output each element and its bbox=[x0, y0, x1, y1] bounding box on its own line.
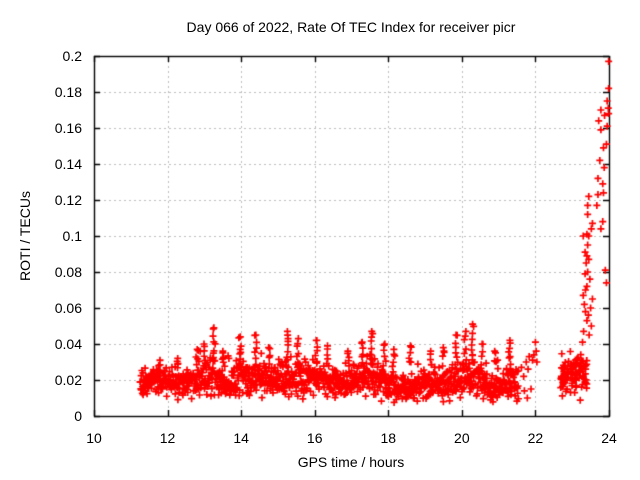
y-tick-label: 0.08 bbox=[54, 264, 82, 280]
y-tick-label: 0.02 bbox=[54, 372, 82, 388]
x-tick-label: 22 bbox=[527, 430, 544, 446]
x-tick-label: 10 bbox=[86, 430, 102, 446]
y-tick-label: 0.16 bbox=[54, 120, 82, 136]
y-tick-label: 0.06 bbox=[54, 300, 82, 316]
x-tick-label: 16 bbox=[306, 430, 323, 446]
y-tick-label: 0.04 bbox=[54, 336, 82, 352]
y-tick-label: 0.18 bbox=[54, 84, 82, 100]
y-tick-label: 0.2 bbox=[62, 48, 82, 64]
x-tick-label: 24 bbox=[601, 430, 617, 446]
y-axis-label: ROTI / TECUs bbox=[17, 191, 33, 281]
y-tick-label: 0 bbox=[74, 408, 82, 424]
x-tick-label: 14 bbox=[233, 430, 249, 446]
y-tick-label: 0.1 bbox=[62, 228, 82, 244]
x-tick-label: 12 bbox=[159, 430, 176, 446]
x-tick-label: 20 bbox=[454, 430, 470, 446]
chart-title: Day 066 of 2022, Rate Of TEC Index for r… bbox=[186, 19, 516, 35]
x-axis-label: GPS time / hours bbox=[297, 454, 405, 470]
y-tick-label: 0.14 bbox=[54, 156, 82, 172]
y-tick-label: 0.12 bbox=[54, 192, 82, 208]
x-tick-label: 18 bbox=[380, 430, 397, 446]
